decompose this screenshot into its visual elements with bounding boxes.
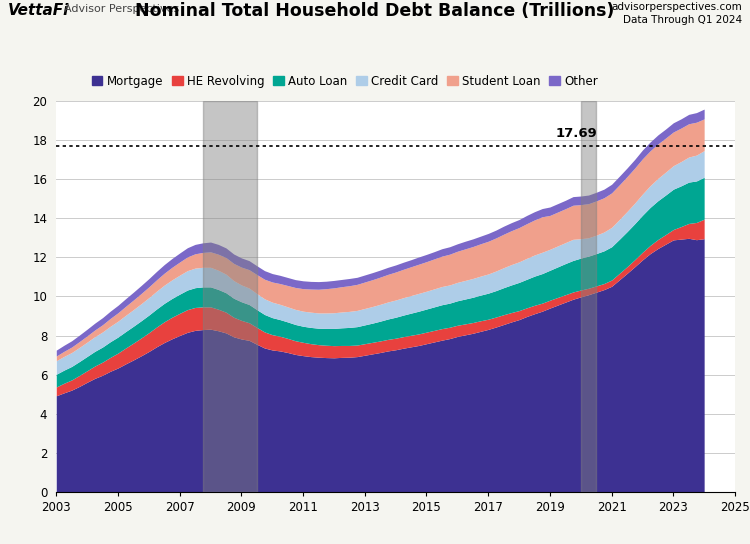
Bar — [580, 101, 596, 492]
Text: 17.69: 17.69 — [556, 127, 598, 140]
Bar — [202, 101, 256, 492]
Text: advisorperspectives.com
Data Through Q1 2024: advisorperspectives.com Data Through Q1 … — [612, 2, 742, 26]
Legend: Mortgage, HE Revolving, Auto Loan, Credit Card, Student Loan, Other: Mortgage, HE Revolving, Auto Loan, Credi… — [87, 70, 603, 92]
Text: Nominal Total Household Debt Balance (Trillions): Nominal Total Household Debt Balance (Tr… — [135, 2, 615, 20]
Text: VettaFi: VettaFi — [8, 3, 69, 18]
Text: Advisor Perspectives: Advisor Perspectives — [64, 4, 179, 14]
